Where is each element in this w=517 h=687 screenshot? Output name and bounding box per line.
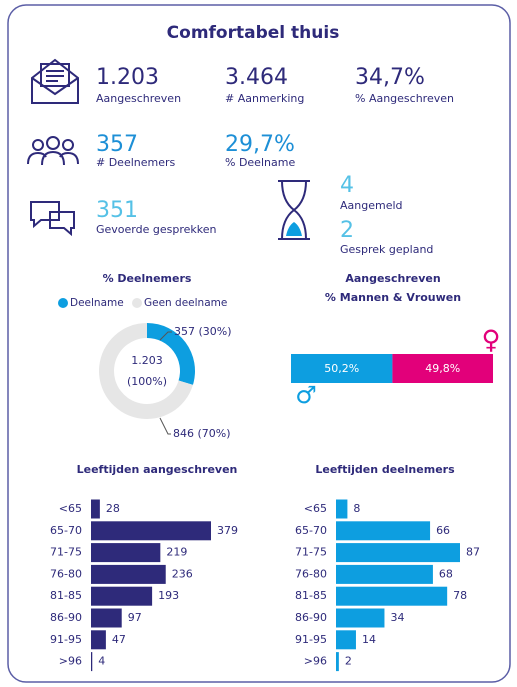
bar-segment: [291, 354, 393, 383]
bar: [336, 630, 356, 650]
value-label: 357 (30%): [174, 325, 232, 338]
category-label: 81-85: [50, 589, 82, 602]
bar: [91, 564, 166, 584]
chat-icon: [30, 201, 75, 237]
bar: [91, 499, 100, 519]
bar: [336, 564, 433, 584]
frame: [7, 4, 511, 683]
value-label: 87: [466, 546, 480, 559]
category-label: <65: [304, 502, 327, 515]
stat-label: Gevoerde gesprekken: [96, 223, 217, 236]
value-label: 28: [106, 502, 120, 515]
value-label: 4: [98, 655, 105, 668]
stat-label: Aangemeld: [340, 199, 403, 212]
value-label: 193: [158, 589, 179, 602]
leader-line: [159, 417, 171, 435]
stat-label: Gesprek gepland: [340, 243, 433, 256]
category-label: 86-90: [50, 611, 82, 624]
stat-value: 1.203: [96, 65, 159, 90]
chart-title: Leeftijden deelnemers: [315, 463, 455, 476]
stat-label: # Deelnemers: [96, 156, 176, 169]
envelope-icon: [31, 58, 79, 104]
category-label: >96: [304, 655, 327, 668]
bar: [91, 630, 106, 650]
bar: [91, 652, 93, 672]
category-label: 81-85: [295, 589, 327, 602]
category-label: 71-75: [295, 546, 327, 559]
legend-dot: [58, 298, 68, 308]
value-label: 236: [172, 567, 193, 580]
bar-segment: [392, 354, 493, 383]
value-label: 78: [453, 589, 467, 602]
value-label: 47: [112, 633, 126, 646]
stat-value: 351: [96, 198, 138, 223]
male-symbol: ♂: [295, 381, 317, 409]
value-label: 50,2%: [324, 362, 359, 375]
value-label: 8: [353, 502, 360, 515]
bar: [91, 543, 161, 563]
stat-label: Aangeschreven: [96, 92, 181, 105]
category-label: >96: [59, 655, 82, 668]
value-label: 66: [436, 524, 450, 537]
chart-subtitle: % Mannen & Vrouwen: [325, 291, 461, 304]
center-label: 1.203: [131, 354, 163, 367]
legend-dot: [132, 298, 142, 308]
category-label: 65-70: [295, 524, 327, 537]
stat-value: 3.464: [225, 65, 288, 90]
stat-value: 357: [96, 132, 138, 157]
stat-value: 34,7%: [355, 65, 425, 90]
people-icon: [27, 136, 79, 166]
title: Comfortabel thuis: [167, 23, 340, 43]
bar: [336, 608, 385, 628]
bar: [91, 608, 122, 628]
value-label: 379: [217, 524, 238, 537]
donut-segment: [99, 323, 193, 420]
chart-title: Aangeschreven: [345, 272, 440, 285]
stat-value: 2: [340, 218, 354, 243]
donut-segment: [147, 323, 195, 385]
category-label: 86-90: [295, 611, 327, 624]
female-symbol: ♀: [481, 326, 500, 356]
stat-label: % Aangeschreven: [355, 92, 454, 105]
category-label: 91-95: [50, 633, 82, 646]
category-label: <65: [59, 502, 82, 515]
category-label: 65-70: [50, 524, 82, 537]
legend-label: Geen deelname: [144, 297, 227, 309]
bar: [336, 521, 431, 541]
category-label: 76-80: [295, 567, 327, 580]
chart-title: % Deelnemers: [103, 272, 192, 285]
category-label: 91-95: [295, 633, 327, 646]
bar: [336, 543, 460, 563]
bar: [91, 521, 211, 541]
value-label: 68: [439, 567, 453, 580]
stat-value: 4: [340, 173, 354, 198]
category-label: 71-75: [50, 546, 82, 559]
center-label: (100%): [127, 375, 167, 388]
stat-label: # Aanmerking: [225, 92, 304, 105]
category-label: 76-80: [50, 567, 82, 580]
bar: [91, 586, 153, 606]
value-label: 846 (70%): [173, 427, 231, 440]
value-label: 219: [166, 546, 187, 559]
bar: [336, 652, 339, 672]
value-label: 2: [345, 655, 352, 668]
bar: [336, 499, 348, 519]
stat-value: 29,7%: [225, 132, 295, 157]
value-label: 49,8%: [425, 362, 460, 375]
value-label: 97: [128, 611, 142, 624]
stat-label: % Deelname: [225, 156, 295, 169]
leader-line: [159, 331, 172, 341]
value-label: 34: [390, 611, 404, 624]
bar: [336, 586, 448, 606]
title-box: [160, 15, 346, 51]
chart-title: Leeftijden aangeschreven: [77, 463, 238, 476]
value-label: 14: [362, 633, 376, 646]
hourglass-icon: [278, 180, 310, 240]
legend-label: Deelname: [70, 297, 124, 309]
